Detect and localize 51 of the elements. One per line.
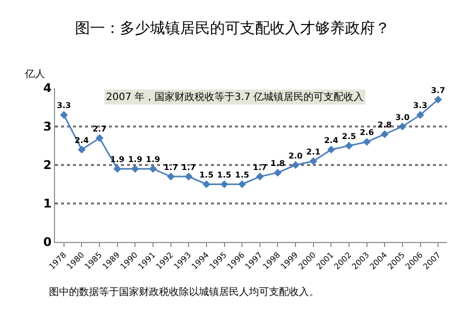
point bbox=[380, 130, 389, 138]
point bbox=[238, 180, 246, 188]
text: 3.0 bbox=[395, 112, 410, 122]
y-tick-label: 0 bbox=[43, 235, 52, 250]
text: 2.4 bbox=[324, 136, 338, 145]
text: 1.7 bbox=[164, 162, 178, 172]
point bbox=[78, 146, 86, 154]
text: 3.3 bbox=[56, 101, 71, 110]
text: 1.8 bbox=[270, 158, 285, 168]
text: 2.0 bbox=[288, 151, 303, 160]
text: 1.5 bbox=[217, 170, 232, 180]
point bbox=[60, 111, 68, 119]
y-tick-label: 4 bbox=[43, 81, 52, 96]
text: 1.5 bbox=[235, 170, 250, 180]
point bbox=[398, 122, 406, 130]
point bbox=[345, 142, 353, 150]
y-tick-label: 3 bbox=[43, 120, 52, 134]
point bbox=[166, 172, 175, 180]
point bbox=[131, 164, 140, 173]
point bbox=[96, 134, 104, 142]
text: 3.7 bbox=[431, 86, 446, 95]
chart-title: 图一：多少城镇居民的可支配收入才够养政府？ bbox=[75, 18, 390, 37]
point bbox=[184, 172, 193, 180]
text: 1.9 bbox=[128, 155, 142, 164]
point bbox=[149, 164, 157, 173]
y-tick-label: 1 bbox=[43, 196, 52, 211]
y-tick-label: 2 bbox=[43, 158, 52, 172]
point bbox=[416, 111, 424, 119]
text: 2.6 bbox=[360, 128, 374, 138]
point bbox=[274, 168, 282, 177]
point bbox=[202, 180, 210, 188]
point bbox=[434, 96, 442, 104]
text: 图中的数据等于国家财政税收除以城镇居民人均可支配收入。 bbox=[49, 286, 319, 298]
point bbox=[362, 138, 371, 146]
point bbox=[113, 164, 122, 173]
text: 2.5 bbox=[342, 132, 356, 141]
point bbox=[220, 180, 228, 188]
text: 2.8 bbox=[378, 120, 392, 130]
text: 1.7 bbox=[182, 162, 196, 172]
y-axis-title: 亿人 bbox=[24, 69, 45, 80]
text: 2.7 bbox=[92, 124, 107, 134]
text: 1.9 bbox=[146, 155, 160, 164]
text: 1.5 bbox=[199, 170, 214, 180]
text: 1.7 bbox=[252, 162, 267, 172]
text: 3.3 bbox=[413, 101, 428, 110]
annotation: 2007 年，国家财政税收等于3.7 亿城镇居民的可支配收入 bbox=[106, 91, 364, 103]
point bbox=[327, 146, 336, 154]
point bbox=[256, 172, 264, 180]
text: 2.1 bbox=[306, 147, 320, 156]
point bbox=[309, 157, 318, 166]
point bbox=[292, 161, 300, 169]
